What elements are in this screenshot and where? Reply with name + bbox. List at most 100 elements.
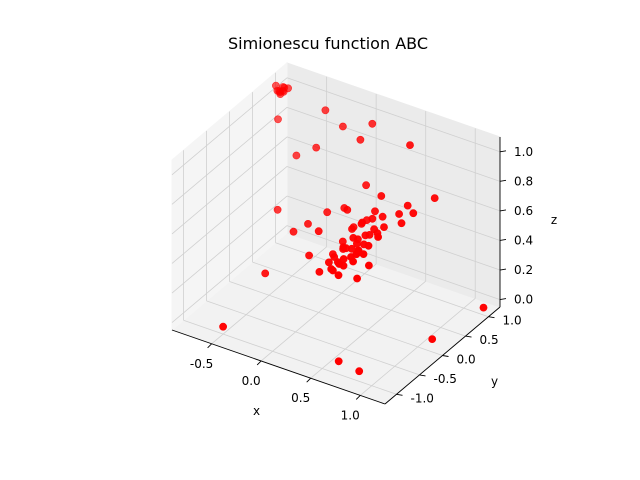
z-tick-label-0: 0.0 [514, 293, 533, 307]
data-point-10 [274, 115, 282, 124]
data-point-22 [314, 227, 323, 236]
z-tick-mark-5 [499, 150, 507, 153]
data-point-76 [364, 261, 373, 270]
y-grid-floor-2 [229, 281, 443, 356]
z-tick-mark-0 [499, 298, 507, 301]
y-grid-floor-3 [252, 261, 466, 337]
data-point-33 [358, 218, 367, 227]
z-grid-side-2 [171, 166, 288, 264]
y-tick-mark-4 [488, 316, 495, 319]
data-point-20 [304, 219, 312, 228]
y-tick-mark-2 [442, 355, 449, 357]
z-tick-label-2: 0.4 [514, 233, 533, 247]
z-grid-back-1 [286, 195, 501, 271]
data-point-19 [289, 227, 298, 236]
data-point-66 [395, 210, 403, 218]
data-point-16 [273, 205, 282, 214]
data-point-78 [334, 357, 343, 366]
z-tick-label-1: 0.2 [514, 263, 533, 277]
data-point-74 [305, 251, 313, 260]
z-tick-label-5: 1.0 [514, 145, 533, 159]
y-tick-label-4: 1.0 [503, 314, 522, 328]
z-grid-back-5 [286, 77, 501, 153]
data-point-29 [353, 235, 362, 244]
data-point-27 [335, 260, 344, 268]
y-grid-floor-0 [183, 319, 397, 395]
data-point-52 [380, 223, 388, 231]
data-point-4 [280, 83, 289, 92]
y-axis-label: y [491, 375, 498, 389]
z-grid-side-3 [171, 136, 288, 235]
y-tick-label-0: -1.0 [411, 391, 434, 405]
data-point-44 [328, 266, 337, 275]
z-tick-mark-2 [499, 239, 507, 241]
z-tick-label-3: 0.6 [514, 204, 533, 218]
data-point-77 [219, 322, 227, 331]
x-tick-label-2: 0.5 [291, 391, 310, 405]
data-point-51 [334, 271, 343, 280]
y-tick-label-1: -0.5 [434, 372, 457, 386]
data-point-43 [364, 241, 373, 250]
z-axis-label: z [551, 213, 557, 227]
data-point-12 [338, 122, 347, 131]
data-point-71 [323, 208, 332, 217]
z-grid-back-0 [286, 225, 501, 300]
data-point-21 [377, 192, 386, 200]
z-tick-mark-4 [499, 179, 507, 182]
x-tick-label-3: 1.0 [341, 408, 360, 422]
z-tick-mark-1 [499, 268, 507, 271]
data-point-14 [356, 135, 365, 144]
y-grid-floor-1 [206, 300, 420, 376]
z-grid-side-5 [171, 77, 288, 176]
chart-title: Simionescu function ABC [228, 34, 428, 53]
data-point-23 [261, 269, 270, 278]
data-point-57 [378, 212, 387, 221]
data-point-69 [409, 209, 418, 218]
data-point-41 [368, 214, 377, 223]
x-axis-label: x [253, 404, 260, 418]
x-axis-line [171, 329, 386, 405]
x-tick-mark-0 [207, 343, 212, 349]
x-tick-label-1: 0.0 [242, 374, 261, 388]
axis-lines [171, 137, 507, 405]
z-grid-back-3 [286, 136, 501, 212]
data-point-24 [312, 143, 321, 152]
data-point-26 [374, 233, 382, 241]
z-grid-back-4 [286, 106, 501, 182]
data-point-73 [315, 267, 324, 276]
z-grid-side-1 [171, 195, 288, 294]
y-tick-mark-0 [396, 393, 403, 396]
data-point-70 [430, 194, 439, 202]
data-point-40 [348, 225, 356, 233]
data-point-15 [292, 151, 301, 160]
x-tick-mark-3 [355, 395, 361, 400]
data-point-46 [349, 257, 357, 266]
x-tick-label-0: -0.5 [190, 357, 213, 371]
x-tick-mark-1 [256, 360, 262, 366]
data-point-67 [403, 201, 412, 210]
y-tick-mark-3 [465, 335, 472, 338]
z-grid-side-0 [171, 225, 288, 323]
x-tick-mark-2 [306, 377, 312, 383]
data-point-68 [397, 219, 406, 228]
data-point-75 [353, 274, 361, 283]
z-tick-label-4: 0.8 [514, 174, 533, 188]
data-point-79 [355, 367, 364, 376]
z-tick-mark-3 [499, 209, 507, 212]
data-point-11 [321, 106, 330, 115]
y-tick-label-3: 0.5 [480, 333, 499, 347]
data-point-38 [365, 230, 374, 239]
y-tick-mark-1 [419, 374, 426, 377]
data-point-45 [371, 207, 379, 216]
data-point-30 [339, 243, 348, 252]
data-point-81 [479, 303, 488, 312]
data-point-32 [324, 258, 333, 267]
tick-labels: -0.50.00.51.0-1.0-0.50.00.51.00.00.20.40… [190, 145, 533, 423]
z-grid-back-2 [286, 166, 501, 241]
scatter-points [219, 81, 488, 376]
data-point-17 [343, 205, 352, 214]
data-point-80 [428, 335, 437, 343]
axis-panes [171, 61, 501, 405]
data-point-64 [359, 250, 368, 258]
